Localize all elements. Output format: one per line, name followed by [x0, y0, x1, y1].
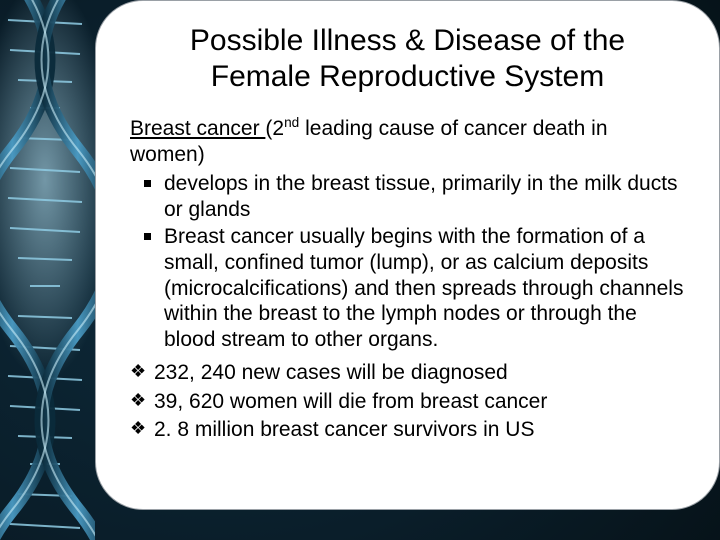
title-line-2: Female Reproductive System	[211, 60, 605, 93]
list-item: 2. 8 million breast cancer survivors in …	[130, 417, 685, 443]
intro-superscript: nd	[284, 115, 299, 130]
list-item: Breast cancer usually begins with the fo…	[130, 224, 685, 352]
slide-title: Possible Illness & Disease of the Female…	[130, 23, 685, 95]
intro-before-sup: (2	[265, 117, 284, 140]
dna-helix-icon	[0, 0, 95, 540]
list-item: develops in the breast tissue, primarily…	[130, 171, 685, 222]
list-item: 232, 240 new cases will be diagnosed	[130, 360, 685, 386]
intro-text: Breast cancer (2nd leading cause of canc…	[130, 115, 685, 167]
slide: Possible Illness & Disease of the Female…	[0, 0, 720, 540]
diamond-bullet-list: 232, 240 new cases will be diagnosed 39,…	[130, 360, 685, 443]
intro-underlined: Breast cancer	[130, 117, 265, 140]
title-line-1: Possible Illness & Disease of the	[190, 24, 625, 57]
list-item: 39, 620 women will die from breast cance…	[130, 389, 685, 415]
square-bullet-list: develops in the breast tissue, primarily…	[130, 171, 685, 352]
dna-decoration	[0, 0, 95, 540]
content-card: Possible Illness & Disease of the Female…	[95, 0, 720, 510]
